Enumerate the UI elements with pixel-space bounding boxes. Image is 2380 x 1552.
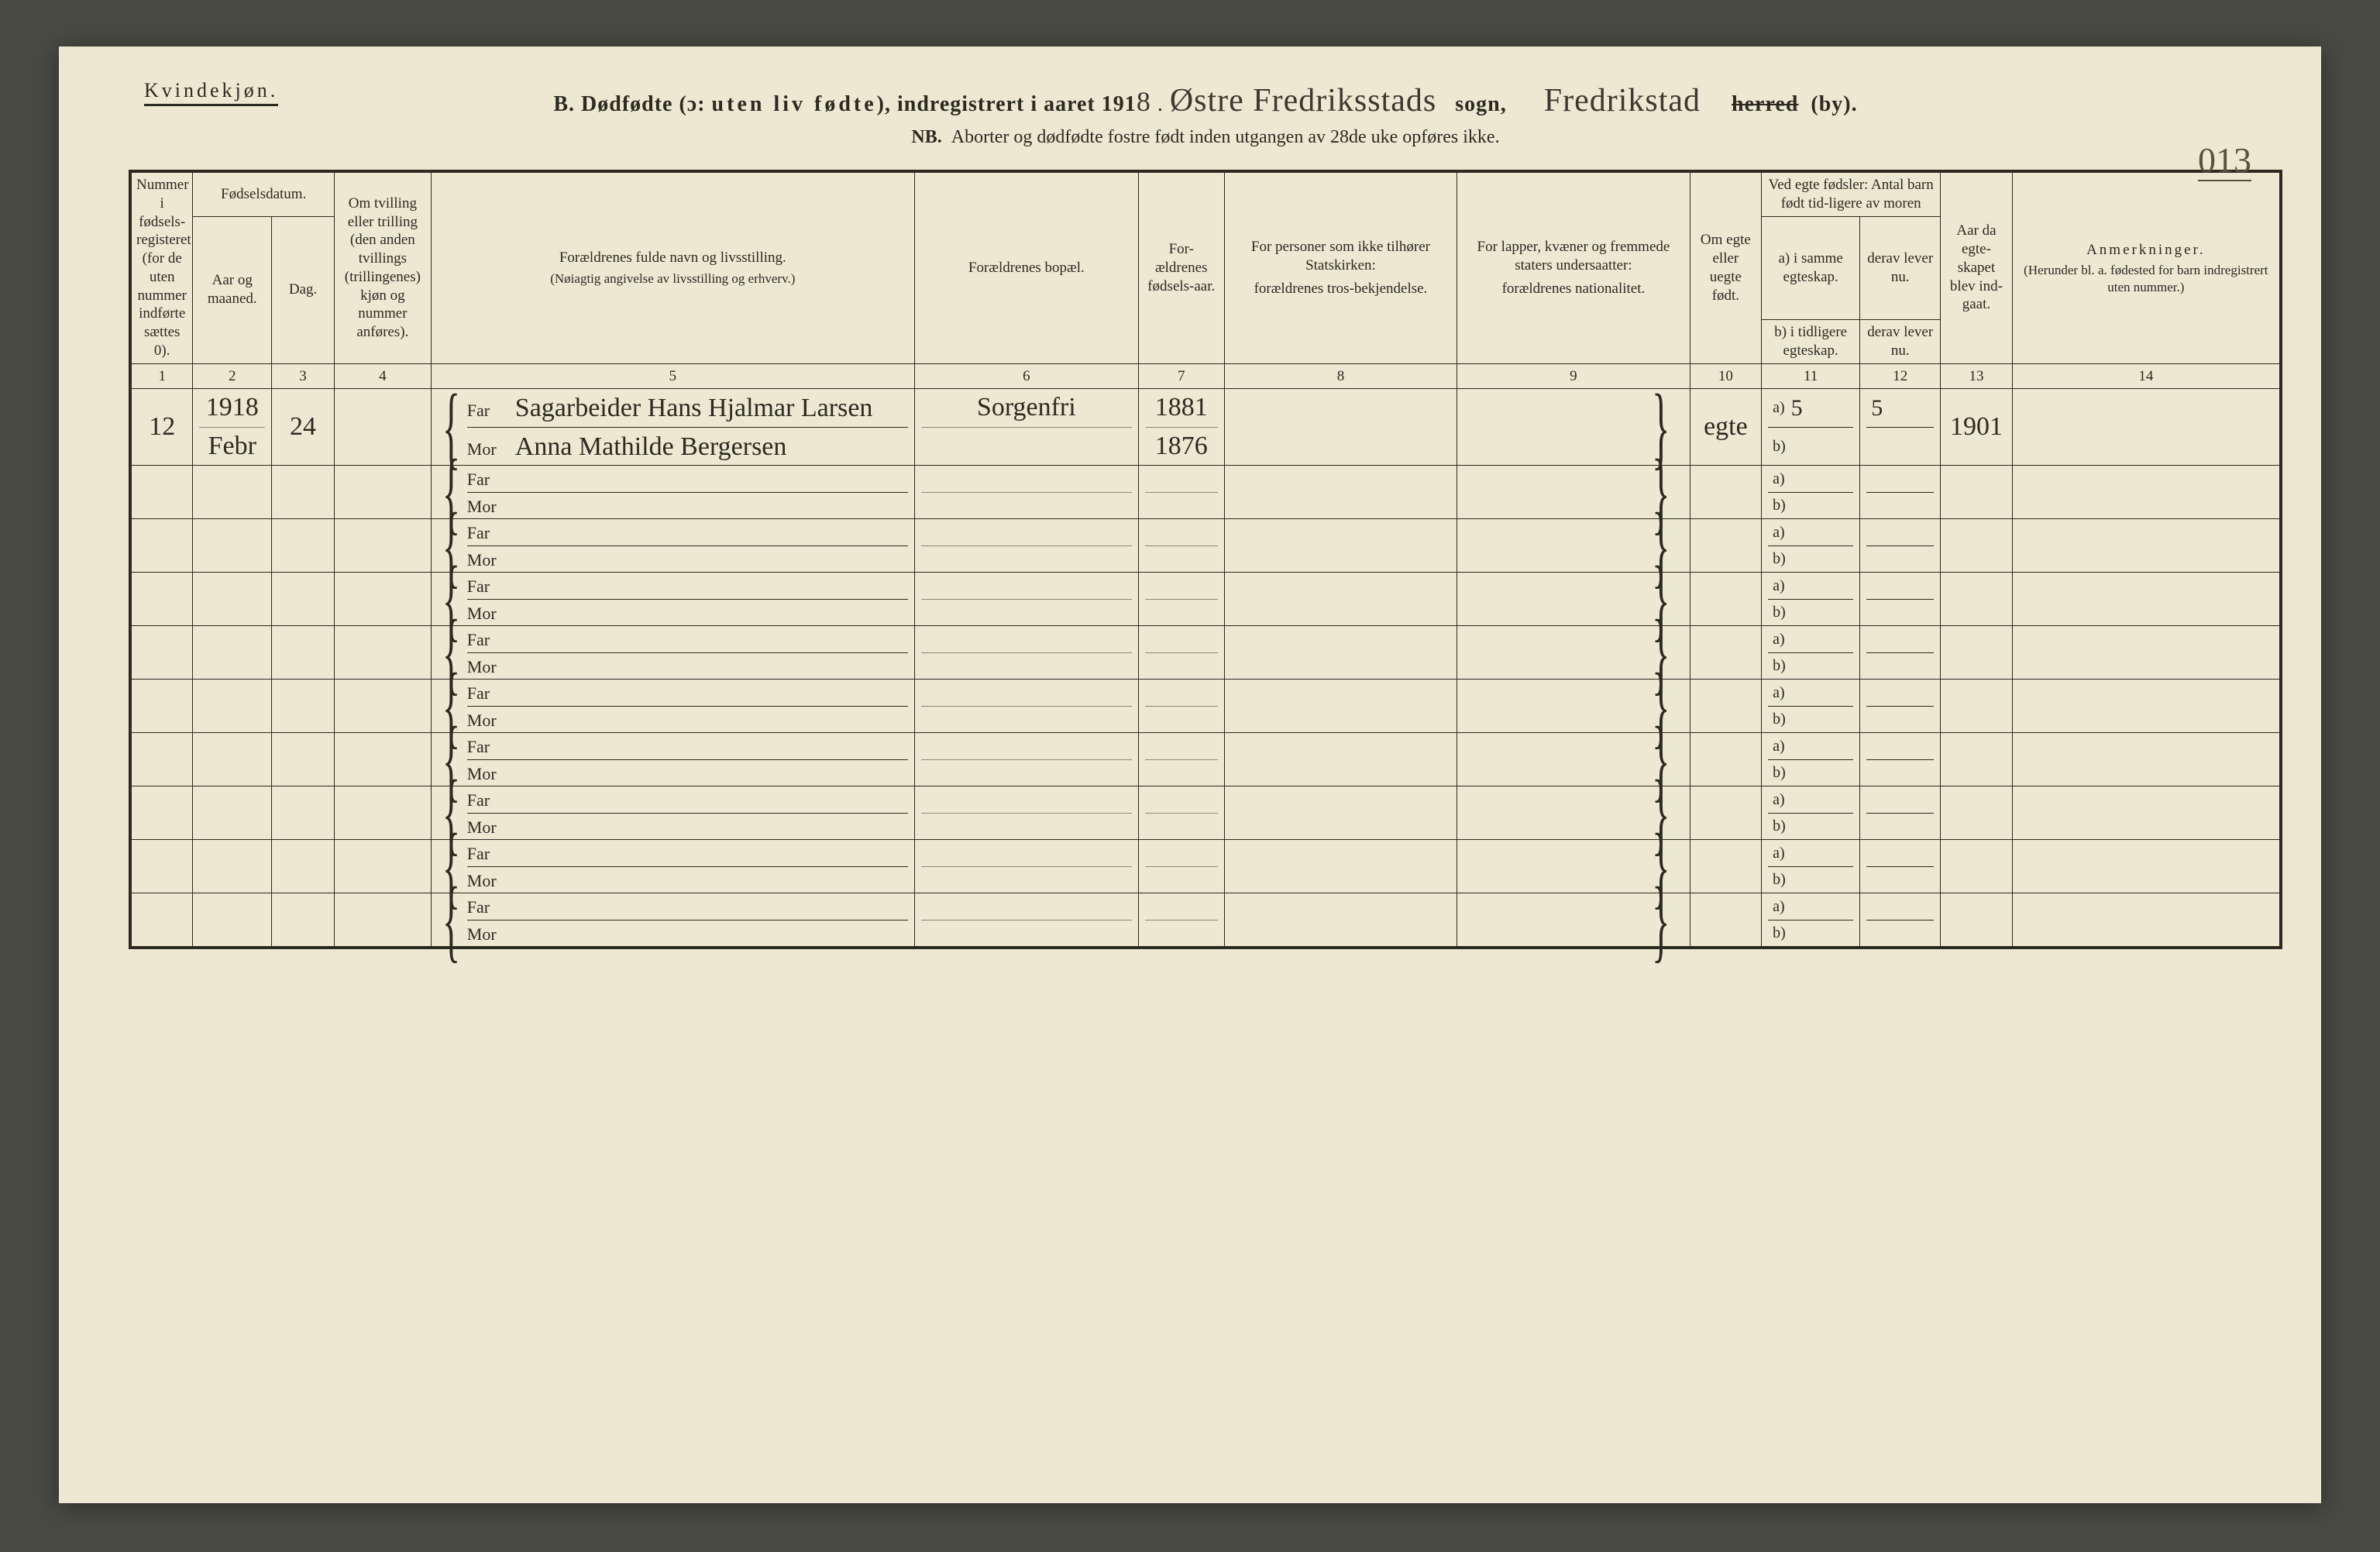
entry-number: 12 [149,412,175,441]
table-header: Nummer i fødsels-registeret (for de uten… [130,171,2281,389]
hdr-3: Dag. [272,216,335,363]
hdr-12b: derav lever nu. [1860,320,1941,364]
register-table: Nummer i fødsels-registeret (for de uten… [129,170,2282,949]
brace-icon: { [442,894,449,945]
hdr-2: Aar og maaned. [193,216,272,363]
register-page: Kvindekjøn. 013 B. Dødfødte (ɔ: uten liv… [59,46,2321,1503]
hdr-6: Forældrenes bopæl. [914,171,1138,363]
gender-label: Kvindekjøn. [144,79,278,106]
hdr-1112: Ved egte fødsler: Antal barn født tid-li… [1762,171,1941,216]
hdr-10: Om egte eller uegte født. [1690,171,1761,363]
table-body: 121918Febr24{FarSagarbeider Hans Hjalmar… [130,389,2281,948]
hdr-1: Nummer i fødsels-registeret (for de uten… [130,171,193,363]
hdr-14: Anmerkninger. (Herunder bl. a. fødested … [2012,171,2281,363]
hdr-7: For-ældrenes fødsels-aar. [1138,171,1224,363]
hdr-5: Forældrenes fulde navn og livsstilling. … [431,171,914,363]
folio-number: 013 [2198,139,2251,181]
nb-line: NB. Aborter og dødfødte fostre født inde… [129,127,2282,148]
hdr-11b: b) i tidligere egteskap. [1762,320,1860,364]
title-line: B. Dødfødte (ɔ: uten liv fødte), indregi… [129,82,2282,119]
table-row: {FarMor}a)b) [130,893,2281,948]
hdr-13: Aar da egte-skapet blev ind-gaat. [1941,171,2012,363]
hdr-8: For personer som ikke tilhører Statskirk… [1224,171,1457,363]
brace-icon: } [1652,894,1670,945]
hdr-11a: a) i samme egteskap. [1762,216,1860,320]
hdr-4: Om tvilling eller trilling (den anden tv… [334,171,431,363]
district-handwritten: Fredrikstad [1544,83,1701,119]
hdr-12a: derav lever nu. [1860,216,1941,320]
hdr-9: For lapper, kvæner og fremmede staters u… [1457,171,1690,363]
parish-handwritten: Østre Fredriksstads [1170,83,1436,119]
hdr-23: Fødselsdatum. [193,171,335,216]
